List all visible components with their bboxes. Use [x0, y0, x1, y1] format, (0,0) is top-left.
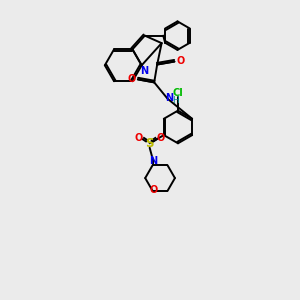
Text: N: N: [149, 156, 157, 166]
Text: Cl: Cl: [172, 88, 183, 98]
Text: N: N: [165, 92, 173, 103]
Text: S: S: [146, 137, 154, 150]
Text: N: N: [140, 66, 148, 76]
Text: O: O: [134, 133, 142, 143]
Text: O: O: [157, 133, 165, 143]
Text: O: O: [149, 185, 158, 195]
Text: O: O: [176, 56, 184, 66]
Text: H: H: [172, 96, 179, 105]
Text: O: O: [128, 74, 136, 83]
